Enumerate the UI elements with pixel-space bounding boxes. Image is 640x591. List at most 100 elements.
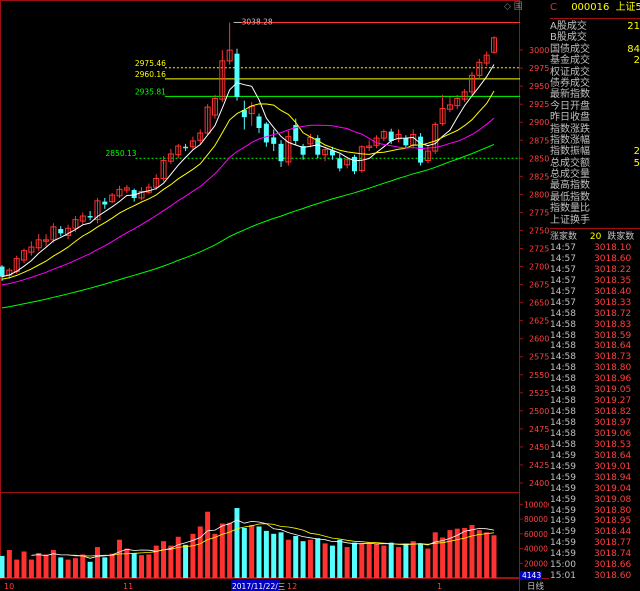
volume-bar (307, 539, 313, 578)
tick-row: 14:58 3018.53 (550, 440, 640, 451)
tick-price: 3018.44 (594, 527, 632, 538)
tick-price: 3018.35 (594, 275, 632, 286)
volume-bar (21, 551, 27, 578)
index-code[interactable]: 000016 (571, 2, 610, 13)
tick-time: 14:58 (550, 363, 576, 374)
volume-bar (432, 532, 438, 578)
tick-price: 3019.08 (594, 494, 632, 505)
tick-price: 3018.82 (594, 407, 632, 418)
candle-body (21, 250, 28, 261)
tick-time: 14:58 (550, 418, 576, 429)
tick-row: 14:58 3018.59 (550, 331, 640, 342)
stat-row: 指数涨跌 (550, 124, 640, 135)
volume-bar (153, 545, 159, 578)
volume-label: 100000 (524, 500, 549, 509)
volume-bar (315, 538, 321, 578)
down-count-label: 跌家数 (607, 232, 635, 243)
volume-axis: 100000 80000 60000 40000 20000 4143 (520, 500, 549, 580)
stat-label: 总成交量 (550, 169, 590, 181)
stat-label: 指数振幅 (550, 146, 590, 158)
volume-bar (227, 522, 233, 578)
tick-row: 14:58 3019.05 (550, 385, 640, 396)
tick-row: 14:58 3018.64 (550, 341, 640, 352)
price-label: 2975 (529, 64, 549, 73)
price-label: 2825 (529, 172, 549, 181)
stat-label: 最低指数 (550, 191, 590, 203)
volume-bar (131, 552, 137, 578)
price-label: 2625 (529, 317, 549, 326)
tick-row: 14:59 3019.04 (550, 484, 640, 495)
candle-body (123, 187, 130, 191)
tick-time: 14:59 (550, 527, 576, 538)
stat-row: 指数涨幅 (550, 135, 640, 146)
volume-bar (418, 543, 424, 578)
volume-bar (491, 535, 497, 578)
candle-body (241, 109, 247, 118)
candle-body (35, 239, 42, 249)
tick-price: 3018.64 (594, 341, 632, 352)
time-label: 12 (287, 582, 297, 591)
stat-row: 最低指数 (550, 192, 640, 203)
price-label: 2775 (529, 208, 549, 217)
volume-bar (234, 508, 240, 578)
chart-frame (0, 0, 549, 591)
tick-time: 15:01 (550, 571, 576, 582)
top-right-icon[interactable]: ◇ 国 (504, 1, 523, 12)
volume-bar (219, 523, 225, 578)
candle-body (454, 97, 461, 107)
volume-bar (462, 527, 468, 578)
ticks-header: 涨家数 20 跌家数 (550, 231, 640, 243)
index-name[interactable]: 上证50 (615, 2, 640, 13)
tick-time: 14:58 (550, 428, 576, 439)
candle-body (226, 49, 233, 62)
tick-price: 3018.59 (594, 330, 632, 341)
tick-row: 14:58 3019.06 (550, 429, 640, 440)
tick-time: 15:00 (550, 560, 576, 571)
volume-bar (36, 552, 42, 578)
candle-body (79, 215, 86, 222)
price-label: 2450 (529, 443, 549, 452)
stat-label: B股成交 (550, 32, 587, 44)
volume-bar (183, 544, 189, 578)
tick-time: 14:59 (550, 494, 576, 505)
kline-chart[interactable]: 2975.46 2960.16 2935.81 2850.13 3038.28 3000… (0, 0, 549, 591)
tick-row: 14:57 3018.60 (550, 254, 640, 265)
period-label[interactable]: 日线 (527, 581, 545, 591)
tick-price: 3018.77 (594, 538, 632, 549)
tick-row: 14:58 3018.72 (550, 309, 640, 320)
stat-label: 指数量比 (550, 203, 590, 215)
cursor-date-box (231, 580, 280, 591)
stat-row: B股成交 (550, 32, 640, 43)
tick-price: 3018.22 (594, 264, 632, 275)
tick-time: 14:57 (550, 286, 576, 297)
volume-bars (0, 508, 497, 578)
tick-time: 14:58 (550, 374, 576, 385)
tick-list[interactable]: 14:57 3018.10 14:57 3018.60 14:57 3018.22 14:5… (550, 243, 640, 582)
tick-row: 14:59 3019.08 (550, 495, 640, 506)
volume-bar (366, 542, 372, 578)
stat-label: 最高指数 (550, 180, 590, 192)
stat-label: 基金成交 (550, 55, 590, 67)
stat-row: 总成交额 5 (550, 158, 640, 169)
tick-price: 3018.73 (594, 352, 632, 363)
time-axis: 10 11 12 1 2017/11/22/三 日线 (4, 580, 545, 591)
volume-bar (161, 541, 167, 578)
volume-bar (14, 559, 20, 578)
header-divider (550, 18, 640, 19)
volume-bar (476, 530, 482, 578)
price-label: 2525 (529, 389, 549, 398)
tick-time: 14:59 (550, 461, 576, 472)
stat-row: 债券成交 (550, 78, 640, 89)
candle-body (293, 125, 299, 141)
tick-time: 14:59 (550, 472, 576, 483)
candle-body (366, 145, 373, 148)
price-label: 2800 (529, 190, 549, 199)
stats-divider (550, 228, 640, 230)
volume-label: 40000 (524, 545, 548, 554)
level-label: 2960.16 (135, 70, 166, 79)
tick-time: 14:59 (550, 538, 576, 549)
price-label: 2700 (529, 263, 549, 272)
tick-price: 3018.53 (594, 439, 632, 450)
stat-label: 权证成交 (550, 66, 590, 78)
price-label: 2750 (529, 226, 549, 235)
